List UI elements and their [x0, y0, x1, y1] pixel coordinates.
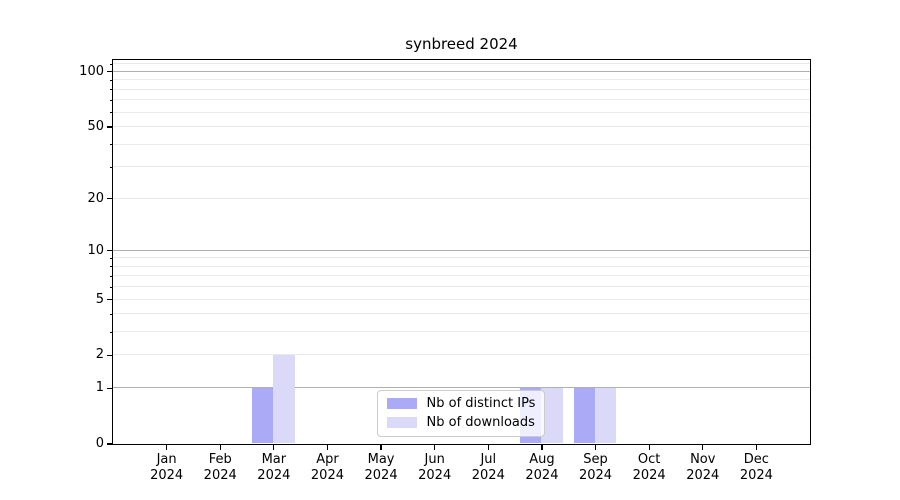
gridline-minor-2 — [112, 354, 810, 356]
x-tick-mar — [273, 444, 275, 450]
legend-label-distinct-ips: Nb of distinct IPs — [426, 396, 536, 411]
x-axis-tick-label-nov: Nov 2024 — [686, 452, 720, 483]
gridline-minor-60 — [112, 111, 810, 113]
gridline-major-1 — [112, 387, 810, 389]
x-axis-tick-label-aug: Aug 2024 — [525, 452, 559, 483]
gridline-minor-70 — [112, 99, 810, 101]
x-axis: Jan 2024 Feb 2024 Mar 2024 Apr 2024 May 2024… — [113, 444, 810, 500]
y-minor-tick-9 — [109, 257, 113, 259]
y-tick-100 — [107, 71, 113, 73]
bar-downloads-aug — [541, 387, 563, 444]
y-minor-tick-80 — [109, 89, 113, 91]
x-axis-tick-label-may: May 2024 — [364, 452, 398, 483]
legend-swatch-distinct-ips — [386, 398, 417, 409]
gridline-minor-30 — [112, 166, 810, 168]
y-axis-tick-label-50: 50 — [87, 118, 104, 134]
x-axis-tick-label-sep: Sep 2024 — [578, 452, 613, 483]
gridline-minor-7 — [112, 275, 810, 277]
legend-item-distinct-ips: Nb of distinct IPs — [386, 396, 536, 411]
y-tick-5 — [107, 298, 113, 301]
chart-title: synbreed 2024 — [405, 35, 518, 53]
gridline-minor-6 — [112, 286, 810, 288]
x-tick-sep — [594, 444, 597, 450]
gridline-minor-50 — [112, 125, 810, 127]
x-tick-jul — [487, 444, 489, 450]
x-axis-tick-label-jan: Jan 2024 — [150, 452, 184, 483]
x-tick-apr — [326, 444, 329, 450]
legend-swatch-downloads — [386, 417, 417, 428]
gridline-minor-20 — [112, 197, 810, 199]
gridline-minor-80 — [112, 88, 810, 90]
y-minor-tick-7 — [109, 275, 113, 277]
legend-label-downloads: Nb of downloads — [426, 415, 535, 430]
y-tick-10 — [107, 250, 113, 252]
bar-distinct-ips-sep — [573, 387, 596, 444]
x-axis-tick-label-oct: Oct 2024 — [632, 452, 666, 483]
y-axis: 0 1 2 5 10 20 50 100 — [0, 60, 113, 451]
x-axis-tick-label-jun: Jun 2024 — [418, 452, 452, 483]
y-minor-tick-3 — [109, 331, 113, 333]
gridline-minor-90 — [112, 79, 810, 81]
gridline-minor-8 — [112, 265, 810, 267]
y-tick-1 — [107, 387, 113, 389]
gridline-minor-110 — [112, 63, 810, 65]
y-minor-tick-110 — [109, 63, 113, 65]
gridline-minor-40 — [112, 143, 810, 145]
gridline-major-100 — [112, 70, 810, 72]
x-tick-aug — [541, 444, 543, 450]
x-axis-tick-label-apr: Apr 2024 — [310, 452, 344, 483]
x-tick-oct — [648, 444, 650, 450]
y-axis-tick-label-10: 10 — [87, 242, 104, 258]
y-axis-tick-label-2: 2 — [95, 347, 104, 363]
bar-distinct-ips-mar — [251, 387, 274, 444]
x-tick-jun — [434, 444, 436, 450]
plot-area: Nb of distinct IPs Nb of downloads — [111, 58, 811, 445]
bar-downloads-sep — [595, 387, 617, 444]
x-axis-tick-label-mar: Mar 2024 — [257, 452, 291, 483]
legend: Nb of distinct IPs Nb of downloads — [376, 389, 545, 437]
y-minor-tick-70 — [109, 99, 113, 101]
gridline-minor-9 — [112, 257, 810, 259]
y-minor-tick-90 — [109, 79, 113, 81]
gridline-minor-5 — [112, 298, 810, 300]
bar-downloads-mar — [273, 354, 295, 444]
gridline-minor-4 — [112, 313, 810, 315]
y-tick-50 — [107, 126, 113, 128]
y-minor-tick-6 — [109, 286, 113, 288]
x-tick-dec — [755, 444, 757, 450]
y-axis-tick-label-5: 5 — [95, 291, 104, 307]
y-axis-tick-label-20: 20 — [87, 190, 104, 206]
y-minor-tick-4 — [109, 313, 113, 315]
y-minor-tick-8 — [109, 266, 113, 268]
x-axis-tick-label-feb: Feb 2024 — [203, 452, 237, 483]
y-axis-tick-label-100: 100 — [79, 63, 104, 79]
x-axis-tick-label-dec: Dec 2024 — [739, 452, 773, 483]
x-axis-tick-label-jul: Jul 2024 — [471, 452, 505, 483]
y-minor-tick-30 — [109, 166, 113, 168]
y-axis-tick-label-0: 0 — [95, 436, 104, 451]
y-minor-tick-40 — [109, 144, 113, 146]
x-tick-jan — [166, 444, 168, 450]
y-tick-0 — [107, 443, 113, 445]
legend-item-downloads: Nb of downloads — [386, 415, 535, 430]
y-tick-20 — [107, 197, 113, 200]
gridline-major-10 — [112, 249, 810, 251]
x-tick-feb — [219, 444, 221, 450]
x-tick-nov — [702, 444, 704, 450]
y-tick-2 — [107, 354, 113, 356]
y-minor-tick-60 — [109, 112, 113, 114]
gridline-minor-3 — [112, 331, 810, 333]
y-axis-tick-label-1: 1 — [95, 380, 104, 396]
x-tick-may — [380, 444, 382, 450]
